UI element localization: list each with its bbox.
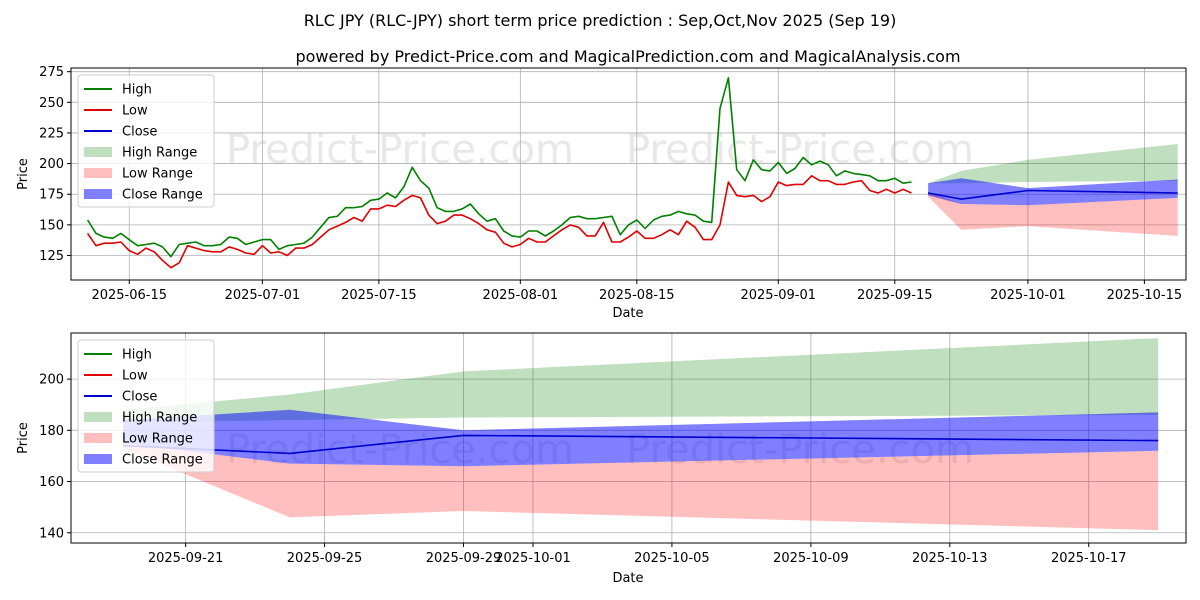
- x-tick-label: 2025-09-01: [740, 288, 816, 303]
- top-series-lines: [86, 77, 1178, 269]
- high-range-band: [123, 338, 1159, 423]
- x-tick-label: 2025-07-15: [341, 288, 417, 303]
- x-tick-label: 2025-06-15: [91, 288, 167, 303]
- y-tick-label: 250: [39, 96, 64, 111]
- low-range-band: [123, 443, 1159, 531]
- x-tick-label: 2025-10-15: [1107, 288, 1183, 303]
- low-range-band: [928, 191, 1178, 236]
- x-tick-label: 2025-09-25: [287, 551, 363, 566]
- x-tick-label: 2025-09-29: [426, 551, 502, 566]
- legend-close-range-swatch: [84, 189, 112, 199]
- top-range-bands: [928, 144, 1178, 236]
- x-tick-label: 2025-10-13: [912, 551, 988, 566]
- legend-high-range-swatch: [84, 412, 112, 422]
- top-watermark-left: Predict-Price.com: [226, 127, 574, 173]
- bottom-plot-frame: [70, 332, 1187, 544]
- x-tick-label: 2025-10-05: [634, 551, 710, 566]
- x-tick-label: 2025-10-17: [1051, 551, 1127, 566]
- chart-subtitle: powered by Predict-Price.com and Magical…: [295, 47, 960, 66]
- legend-low-label: Low: [122, 104, 148, 119]
- top-panel: Predict-Price.com Predict-Price.com 1251…: [16, 65, 1187, 321]
- legend-box: [77, 74, 215, 208]
- legend-high-range-label: High Range: [122, 411, 197, 426]
- y-tick-label: 125: [39, 249, 64, 264]
- y-tick-label: 200: [39, 373, 64, 388]
- legend-high-label: High: [122, 83, 152, 98]
- top-y-ticks: 125 150 175 200 225 250 275: [39, 65, 71, 264]
- bottom-y-ticks: 140 160 180 200: [39, 373, 71, 541]
- legend-close-range-swatch: [84, 454, 112, 464]
- legend-low-label: Low: [122, 369, 148, 384]
- y-tick-label: 275: [39, 65, 64, 80]
- y-tick-label: 225: [39, 126, 64, 141]
- x-tick-label: 2025-10-01: [990, 288, 1066, 303]
- legend-low-range-label: Low Range: [122, 432, 193, 447]
- low-series-line: [86, 175, 912, 269]
- legend-high-label: High: [122, 348, 152, 363]
- legend-close-range-label: Close Range: [122, 188, 203, 203]
- close-range-band: [928, 178, 1178, 206]
- y-tick-label: 200: [39, 157, 64, 172]
- top-x-axis-label: Date: [612, 306, 643, 321]
- bottom-x-ticks: 2025-09-21 2025-09-25 2025-09-292025-10-01…: [148, 543, 1127, 566]
- bottom-legend: High Low Close High Range Low Range Close Ran…: [77, 339, 215, 473]
- x-tick-label: 2025-10-09: [773, 551, 849, 566]
- close-forecast-line: [927, 189, 1178, 200]
- bottom-x-axis-label: Date: [612, 571, 643, 586]
- legend-close-label: Close: [122, 390, 157, 405]
- y-tick-label: 180: [39, 424, 64, 439]
- legend-high-range-label: High Range: [122, 146, 197, 161]
- top-plot-area: [71, 68, 1186, 280]
- legend-low-range-swatch: [84, 433, 112, 443]
- top-plot-frame: [70, 67, 1187, 281]
- high-series-line: [86, 77, 912, 258]
- x-tick-label: 2025-10-01: [495, 551, 571, 566]
- x-tick-label: 2025-08-15: [599, 288, 675, 303]
- x-tick-label: 2025-07-01: [225, 288, 301, 303]
- bottom-y-axis-label: Price: [16, 422, 31, 454]
- y-tick-label: 140: [39, 526, 64, 541]
- legend-low-range-label: Low Range: [122, 167, 193, 182]
- legend-box: [77, 339, 215, 473]
- legend-close-label: Close: [122, 125, 157, 140]
- close-range-band: [123, 409, 1159, 467]
- y-tick-label: 160: [39, 475, 64, 490]
- legend-low-range-swatch: [84, 168, 112, 178]
- high-range-band: [928, 144, 1178, 184]
- y-tick-label: 150: [39, 218, 64, 233]
- bottom-range-bands: [123, 338, 1159, 531]
- top-watermark-right: Predict-Price.com: [626, 127, 974, 173]
- top-x-ticks: 2025-06-15 2025-07-01 2025-07-15 2025-08-01…: [91, 280, 1182, 303]
- y-tick-label: 175: [39, 188, 64, 203]
- x-tick-label: 2025-09-15: [857, 288, 933, 303]
- top-legend: High Low Close High Range Low Range Close Ran…: [77, 74, 215, 208]
- legend-high-range-swatch: [84, 147, 112, 157]
- x-tick-label: 2025-08-01: [483, 288, 559, 303]
- top-y-axis-label: Price: [16, 158, 31, 190]
- x-tick-label: 2025-09-21: [148, 551, 224, 566]
- bottom-panel: Predict-Price.com Predict-Price.com 1401…: [16, 332, 1187, 586]
- chart-title: RLC JPY (RLC-JPY) short term price predi…: [304, 11, 897, 30]
- legend-close-range-label: Close Range: [122, 453, 203, 468]
